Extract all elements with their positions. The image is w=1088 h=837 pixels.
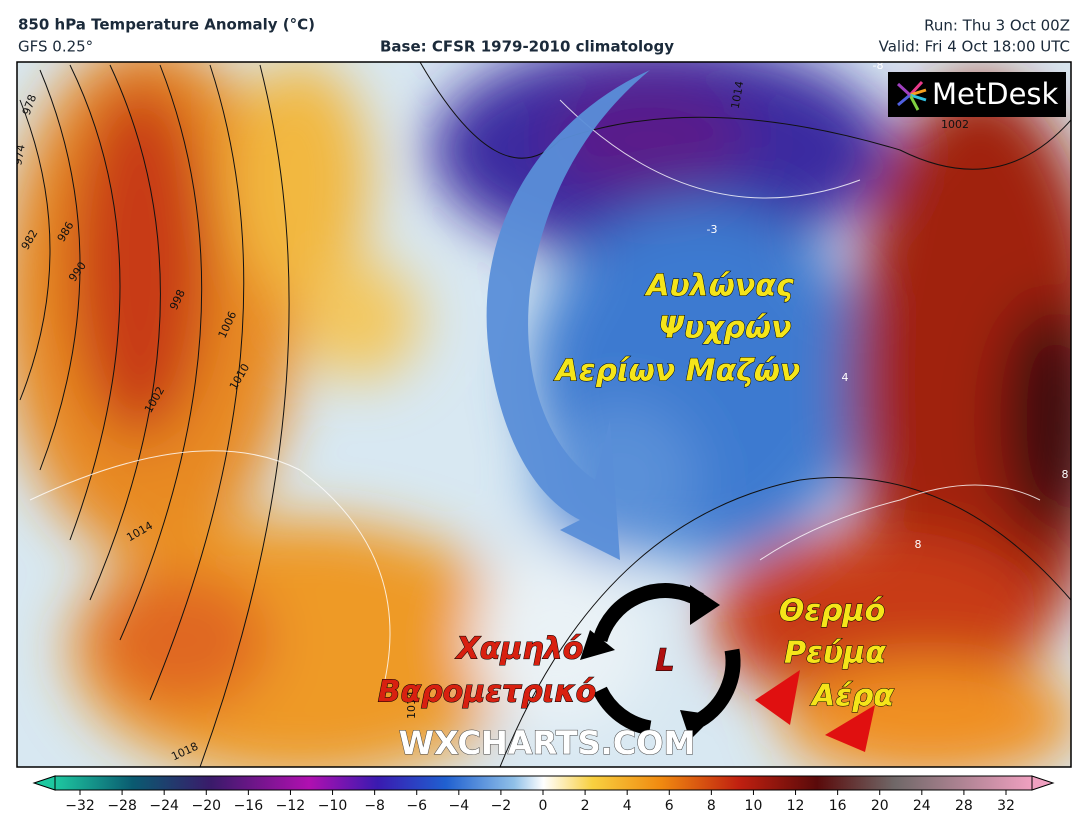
annotation: Βαρομετρικό <box>378 675 597 710</box>
annotation: Θερμό <box>779 594 885 629</box>
contour-label: 1014 <box>729 80 747 110</box>
colorbar-tick-label: 24 <box>913 798 931 814</box>
annotation: Ρεύμα <box>784 636 886 671</box>
colorbar-tick-label: 4 <box>623 798 632 814</box>
colorbar-tick-label: −12 <box>276 798 306 814</box>
contour-label: 4 <box>842 371 849 384</box>
model: GFS 0.25° <box>18 38 93 56</box>
colorbar-tick-label: −10 <box>318 798 348 814</box>
colorbar: −32 −28 −24 −20 −16 −12 −10 −8 −6 −4 −2 0 2 4 6 8 10 12 16… <box>32 775 1055 814</box>
base: Base: CFSR 1979-2010 climatology <box>380 38 674 56</box>
annotation: Αυλώνας <box>644 269 794 304</box>
contour-label: 1002 <box>941 118 969 131</box>
colorbar-tick-label: 20 <box>871 798 889 814</box>
colorbar-tick-label: 10 <box>745 798 763 814</box>
colorbar-tick-label: 6 <box>665 798 674 814</box>
colorbar-tick-label: 8 <box>707 798 716 814</box>
contour-label: -3 <box>707 223 718 236</box>
contour-label: -8 <box>873 59 884 72</box>
valid: Valid: Fri 4 Oct 18:00 UTC <box>879 38 1070 56</box>
colorbar-tick-label: −4 <box>448 798 469 814</box>
annotation: Αερίων Μαζών <box>554 354 801 389</box>
colorbar-tick-label: −2 <box>491 798 512 814</box>
colorbar-tick-label: 16 <box>829 798 847 814</box>
logo: MetDesk <box>932 77 1059 111</box>
colorbar-tick-label: 28 <box>955 798 973 814</box>
colorbar-tick-label: 12 <box>787 798 805 814</box>
title: 850 hPa Temperature Anomaly (°C) <box>18 16 315 34</box>
colorbar-tick-label: −8 <box>364 798 385 814</box>
watermark: WXCHARTS.COM <box>399 724 696 762</box>
run: Run: Thu 3 Oct 00Z <box>924 17 1070 35</box>
contour-label: 1014 <box>405 691 418 719</box>
contour-label: 974 <box>11 143 27 166</box>
colorbar-tick-label: 32 <box>997 798 1015 814</box>
colorbar-tick-label: −16 <box>234 798 264 814</box>
map-frame <box>16 61 1072 768</box>
annotation: Ψυχρών <box>658 311 791 346</box>
colorbar-tick-label: −24 <box>149 798 179 814</box>
low-symbol: L <box>655 644 674 679</box>
annotation: Χαμηλό <box>455 632 584 667</box>
colorbar-tick-label: 2 <box>581 798 590 814</box>
annotation: Αέρα <box>810 679 894 714</box>
logo-icon <box>896 80 927 111</box>
contour-label: 8 <box>1062 468 1069 481</box>
contour-label: 8 <box>915 538 922 551</box>
warm-arrow <box>825 705 875 752</box>
warm-arrow <box>755 670 800 725</box>
trough-arrow <box>486 70 650 560</box>
colorbar-tick-label: 0 <box>539 798 548 814</box>
colorbar-tick-label: −6 <box>406 798 427 814</box>
colorbar-tick-label: −28 <box>107 798 137 814</box>
colorbar-tick-label: −20 <box>191 798 221 814</box>
colorbar-tick-label: −32 <box>65 798 95 814</box>
